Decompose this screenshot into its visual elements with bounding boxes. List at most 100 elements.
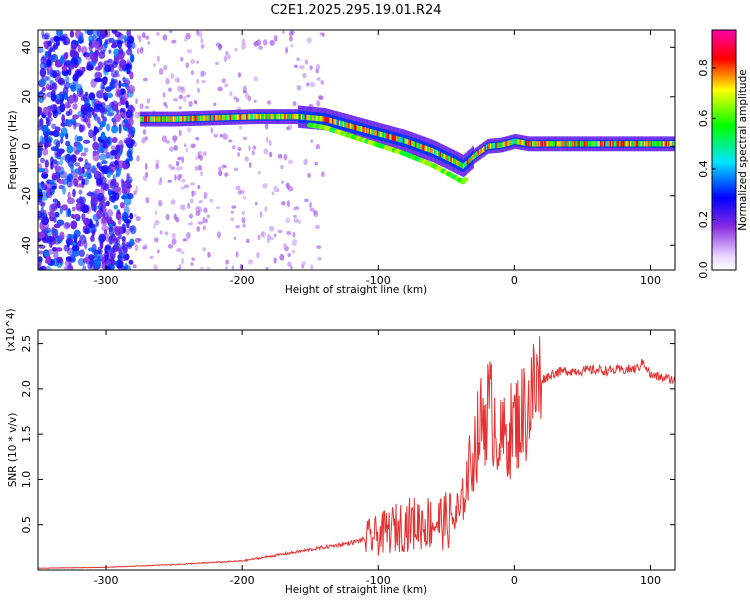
snr-x-axis-label: Height of straight line (km) xyxy=(285,584,427,596)
heatmap-cell xyxy=(582,141,585,147)
colorbar-tick-label: 0.0 xyxy=(697,261,710,279)
heatmap-cell xyxy=(88,92,95,101)
heatmap-cell xyxy=(533,141,536,147)
heatmap-cell xyxy=(243,114,246,120)
heatmap-cell xyxy=(177,85,182,92)
heatmap-cell xyxy=(253,99,257,103)
heatmap-cell xyxy=(54,126,61,132)
heatmap-cell xyxy=(115,259,124,269)
heatmap-cell xyxy=(273,34,278,42)
heatmap-cell xyxy=(61,65,68,72)
heatmap-cell xyxy=(52,198,59,203)
heatmap-cell xyxy=(101,216,107,224)
heatmap-cell xyxy=(67,191,71,200)
heatmap-cell xyxy=(40,56,47,65)
heatmap-cell xyxy=(148,116,151,122)
heatmap-cell xyxy=(189,182,196,186)
heatmap-cell xyxy=(102,78,108,86)
heatmap-cell xyxy=(273,113,276,120)
heatmap-cell xyxy=(230,217,235,222)
heatmap-cell xyxy=(439,151,442,158)
heatmap-cell xyxy=(498,142,500,149)
heatmap-cell xyxy=(631,141,634,147)
heatmap-cell xyxy=(579,141,582,147)
heatmap-cell xyxy=(78,189,83,195)
heatmap-cell xyxy=(604,141,607,147)
heatmap-cell xyxy=(228,139,233,143)
heatmap-cell xyxy=(136,34,141,40)
heatmap-cell xyxy=(293,64,298,69)
heatmap-cell xyxy=(39,78,47,87)
heatmap-cell xyxy=(149,255,154,260)
heatmap-cell xyxy=(455,159,458,166)
heatmap-cell xyxy=(294,205,299,209)
heatmap-cell xyxy=(136,155,140,162)
heatmap-cell xyxy=(99,121,107,128)
heatmap-cell xyxy=(177,156,182,161)
heatmap-cell xyxy=(363,127,366,133)
heatmap-cell xyxy=(63,221,71,230)
heatmap-cell xyxy=(410,140,413,147)
heatmap-cell xyxy=(240,114,243,120)
heatmap-cell xyxy=(203,207,208,213)
heatmap-cell xyxy=(52,44,56,53)
heatmap-cell xyxy=(229,90,233,97)
heatmap-cell xyxy=(423,145,426,151)
heatmap-cell xyxy=(285,217,291,224)
heatmap-cell xyxy=(54,149,58,159)
heatmap-cell xyxy=(215,61,220,66)
heatmap-cell xyxy=(237,190,242,195)
heatmap-cell xyxy=(71,245,80,252)
heatmap-cell xyxy=(97,61,104,69)
heatmap-cell xyxy=(612,141,615,147)
heatmap-cell xyxy=(244,92,250,100)
heatmap-cell xyxy=(348,123,351,129)
heatmap-cell xyxy=(78,249,85,257)
heatmap-cell xyxy=(66,241,70,248)
heatmap-cell xyxy=(120,144,124,149)
heatmap-cell xyxy=(162,92,166,98)
heatmap-cell xyxy=(257,113,259,120)
heatmap-cell xyxy=(159,230,163,235)
heatmap-cell xyxy=(143,77,148,82)
heatmap-cell xyxy=(100,113,105,119)
heatmap-cell xyxy=(142,175,148,182)
heatmap-cell xyxy=(38,106,43,116)
heatmap-cell xyxy=(149,116,152,122)
heatmap-cell xyxy=(472,154,475,161)
heatmap-cell xyxy=(397,136,400,142)
heatmap-cell xyxy=(197,185,201,190)
heatmap-cell xyxy=(266,113,269,120)
heatmap-cell xyxy=(95,219,100,227)
heatmap-cell xyxy=(200,266,204,270)
heatmap-cell xyxy=(484,145,487,151)
heatmap-cell xyxy=(485,144,488,150)
heatmap-cell xyxy=(492,143,495,149)
heatmap-cell xyxy=(355,124,357,131)
heatmap-cell xyxy=(57,77,66,86)
heatmap-cell xyxy=(269,39,275,46)
heatmap-cell xyxy=(262,39,268,46)
heatmap-cell xyxy=(206,115,209,121)
heatmap-cell xyxy=(153,223,156,229)
heatmap-cell xyxy=(55,247,63,252)
heatmap-cell xyxy=(447,155,450,162)
heatmap-cell xyxy=(176,248,179,253)
heatmap-cell xyxy=(496,142,499,149)
heatmap-cell xyxy=(522,140,525,146)
heatmap-cell xyxy=(38,182,44,193)
heatmap-cell xyxy=(171,116,174,122)
heatmap-cell xyxy=(372,129,375,136)
heatmap-cell xyxy=(248,114,251,120)
heatmap-cell xyxy=(116,226,124,235)
heatmap-cell xyxy=(165,213,170,221)
heatmap-cell xyxy=(179,116,182,122)
heatmap-cell xyxy=(278,113,281,120)
heatmap-cell xyxy=(419,143,421,150)
heatmap-cell xyxy=(224,114,227,121)
heatmap-cell xyxy=(197,115,200,122)
x-tick-label: -300 xyxy=(94,574,119,587)
heatmap-cell xyxy=(80,152,87,157)
heatmap-cell xyxy=(507,140,510,146)
heatmap-cell xyxy=(383,132,386,139)
